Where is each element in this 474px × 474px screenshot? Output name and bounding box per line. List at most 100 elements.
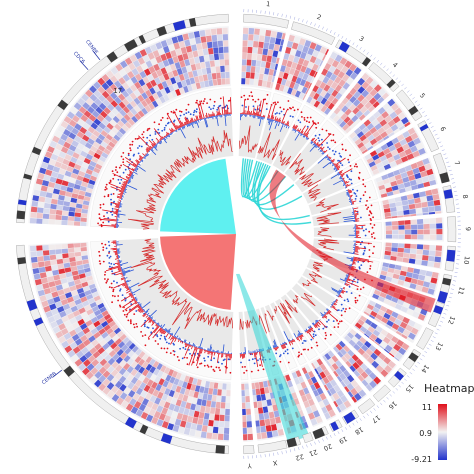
scatter-point [144, 344, 147, 347]
heatmap-cell [60, 133, 68, 142]
scatter-point [129, 149, 132, 152]
heatmap-cell [55, 178, 63, 185]
heatmap-cell [212, 41, 218, 48]
heatmap-cell [419, 269, 427, 276]
scatter-point [262, 368, 265, 371]
heatmap-cell [302, 94, 307, 101]
heatmap-cell [86, 275, 94, 282]
ideogram-tick [281, 13, 283, 17]
heatmap-cell [30, 256, 38, 263]
heatmap-cell [300, 65, 307, 73]
heatmap-cell [410, 132, 419, 140]
legend-title: Heatmap [424, 382, 474, 395]
heatmap-cell [377, 106, 386, 115]
scatter-point [111, 270, 113, 273]
heatmap-cell [371, 360, 380, 369]
scatter-point [354, 198, 357, 200]
histogram-bar [173, 129, 175, 132]
heatmap-cell [268, 68, 275, 76]
heatmap-cell [206, 35, 212, 43]
heatmap-cell [193, 391, 199, 399]
scatter-point [356, 299, 359, 302]
histogram-bar [208, 113, 210, 118]
heatmap-cell [271, 56, 277, 64]
histogram-bar [199, 100, 205, 119]
scatter-point [165, 124, 167, 127]
scatter-point [127, 154, 130, 157]
scatter-point [166, 347, 169, 350]
histogram-bar [120, 195, 123, 197]
heatmap-cell [118, 367, 127, 376]
ideogram-tick [373, 57, 376, 60]
scatter-point [361, 240, 363, 243]
ideogram-tick [422, 354, 425, 357]
heatmap-cell [380, 369, 389, 378]
chromosome-label-7: 7 [452, 160, 461, 166]
heatmap-cell [84, 173, 92, 180]
histogram-bar [126, 288, 130, 291]
scatter-point [276, 112, 278, 114]
ideogram-band [63, 365, 75, 377]
heatmap-cell [198, 55, 205, 63]
histogram-bar [329, 161, 333, 165]
heatmap-cell [334, 84, 343, 92]
scatter-point [315, 126, 318, 129]
heatmap-cell [369, 126, 377, 135]
heatmap-cell [287, 380, 294, 388]
heatmap-cell [342, 377, 351, 386]
heatmap-cell [366, 123, 375, 131]
heatmap-cell [73, 221, 81, 226]
heatmap-cell [327, 350, 335, 358]
heatmap-cell [255, 420, 260, 427]
scatter-point [192, 361, 195, 364]
heatmap-cell [129, 100, 137, 108]
scatter-point [104, 278, 106, 280]
heatmap-cell [48, 281, 56, 288]
heatmap-cell [305, 406, 313, 414]
heatmap-cell [94, 98, 102, 106]
chromosome-label-6: 6 [438, 125, 447, 132]
heatmap-cell [57, 199, 64, 206]
histogram-bar [109, 183, 125, 190]
heatmap-cell [354, 392, 362, 401]
heatmap-cell [201, 42, 208, 50]
histogram-bar [126, 160, 137, 168]
heatmap-cell [80, 311, 88, 319]
histogram-bar [188, 341, 191, 345]
heatmap-cell [335, 367, 343, 376]
scatter-point [357, 261, 360, 263]
heatmap-cell [178, 426, 185, 434]
heatmap-cell [346, 374, 355, 383]
histogram-bar [138, 308, 143, 313]
histogram-bar [136, 166, 138, 168]
heatmap-cell [418, 274, 426, 281]
scatter-point [207, 355, 210, 358]
heatmap-cell [95, 299, 103, 306]
ideogram-band [188, 17, 197, 27]
scatter-point [98, 217, 101, 220]
scatter-point [186, 363, 189, 366]
scatter-point [183, 356, 186, 359]
histogram-bar [339, 278, 347, 282]
heatmap-cell [50, 321, 58, 329]
heatmap-cell [187, 84, 193, 92]
ideogram-band [31, 146, 42, 156]
histogram-bar [198, 111, 202, 120]
heatmap-cell [242, 52, 247, 60]
histogram-bar [258, 349, 260, 352]
scatter-point [187, 103, 190, 106]
ideogram-band [16, 210, 26, 220]
scatter-point [158, 123, 161, 126]
heatmap-cell [242, 408, 246, 416]
heatmap-cell [49, 214, 56, 220]
histogram-bar [298, 332, 301, 336]
histogram-bar [123, 183, 127, 186]
scatter-point [128, 163, 131, 166]
heatmap-cell [353, 91, 361, 99]
scatter-point [196, 352, 199, 355]
histogram-bar [191, 117, 194, 122]
heatmap-cell [415, 284, 423, 292]
histogram-bar [129, 288, 132, 291]
histogram-bar [167, 135, 169, 138]
histogram-bar [198, 115, 201, 120]
